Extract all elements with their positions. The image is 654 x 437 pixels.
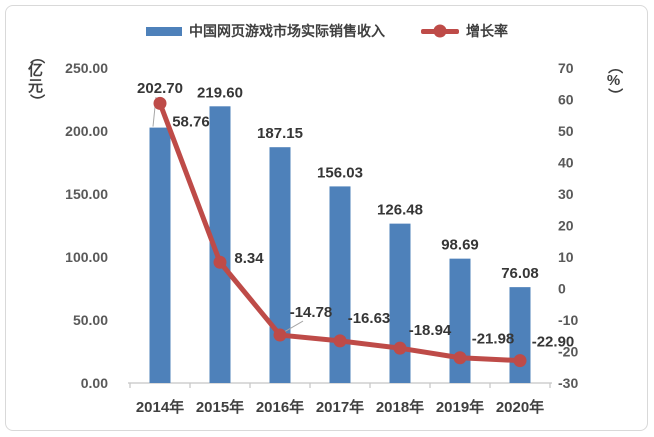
line-marker-2017年 <box>333 334 347 348</box>
bar-value-label: 187.15 <box>257 125 303 142</box>
line-value-label: -18.94 <box>409 322 452 339</box>
x-axis-category-label: 2019年 <box>436 398 484 416</box>
bar-value-label: 156.03 <box>317 164 363 181</box>
right-axis-tick-label: 30 <box>558 186 574 202</box>
line-legend-marker-icon <box>433 24 447 38</box>
chart-frame <box>5 5 648 431</box>
unit-char: 元 <box>28 77 44 95</box>
bar-value-label: 219.60 <box>197 84 243 101</box>
x-axis-category-label: 2018年 <box>376 398 424 416</box>
left-axis-unit: （亿元） <box>28 49 45 109</box>
line-value-label: 8.34 <box>234 250 264 267</box>
bar-value-label: 76.08 <box>501 265 539 282</box>
left-axis-tick-label: 250.00 <box>65 60 108 76</box>
right-axis-tick-label: 40 <box>558 155 574 171</box>
bar-2014年 <box>149 127 171 384</box>
x-axis-category-label: 2020年 <box>496 398 544 416</box>
line-label-leader-line <box>283 320 304 333</box>
x-axis-category-label: 2017年 <box>316 398 364 416</box>
bar-value-label: 126.48 <box>377 202 423 219</box>
right-axis-tick-label: 50 <box>558 123 574 139</box>
bar-2019年 <box>449 258 471 383</box>
right-axis-tick-label: 20 <box>558 218 574 234</box>
right-axis-tick-label: 70 <box>558 60 574 76</box>
unit-char: 亿 <box>28 61 44 79</box>
x-axis-category-label: 2015年 <box>196 398 244 416</box>
right-axis-tick-label: -30 <box>558 375 578 391</box>
legend: 中国网页游戏市场实际销售收入 增长率 <box>0 21 654 41</box>
right-axis-unit: （%） <box>606 59 623 103</box>
right-axis-tick-label: 10 <box>558 249 574 265</box>
bar-legend-swatch-icon <box>146 26 182 36</box>
line-marker-2018年 <box>393 341 407 355</box>
bar-2018年 <box>389 223 411 383</box>
line-marker-2019年 <box>453 351 467 365</box>
bar-2016年 <box>269 147 291 383</box>
line-value-label: -14.78 <box>290 304 333 321</box>
line-marker-2016年 <box>273 328 287 342</box>
left-axis-tick-label: 0.00 <box>81 375 108 391</box>
left-axis-tick-label: 200.00 <box>65 123 108 139</box>
line-marker-2015年 <box>213 255 227 269</box>
right-axis-tick-label: 60 <box>558 92 574 108</box>
bar-2017年 <box>329 186 351 383</box>
legend-label-growth: 增长率 <box>466 23 508 39</box>
right-axis-tick-label: 0 <box>558 281 566 297</box>
line-value-label: -16.63 <box>348 310 391 327</box>
unit-char: % <box>606 71 621 89</box>
right-axis-tick-label: -10 <box>558 312 578 328</box>
line-marker-2020年 <box>513 354 527 368</box>
legend-label-revenue: 中国网页游戏市场实际销售收入 <box>189 23 385 39</box>
left-axis-tick-label: 100.00 <box>65 249 108 265</box>
line-value-label: 58.76 <box>172 113 210 130</box>
bar-value-label: 202.70 <box>137 80 183 97</box>
x-axis-category-label: 2016年 <box>256 398 304 416</box>
line-marker-2014年 <box>153 96 167 110</box>
line-value-label: -22.90 <box>532 334 575 351</box>
x-axis-category-label: 2014年 <box>136 398 184 416</box>
bar-value-label: 98.69 <box>441 237 479 254</box>
left-axis-tick-label: 150.00 <box>65 186 108 202</box>
left-axis-tick-label: 50.00 <box>73 312 108 328</box>
legend-item-growth: 增长率 <box>421 21 508 41</box>
bar-2015年 <box>209 106 231 383</box>
right-axis-tick-label: -20 <box>558 344 578 360</box>
legend-item-revenue: 中国网页游戏市场实际销售收入 <box>146 21 385 41</box>
line-legend-swatch-icon <box>421 24 459 38</box>
line-value-label: -21.98 <box>472 331 515 348</box>
